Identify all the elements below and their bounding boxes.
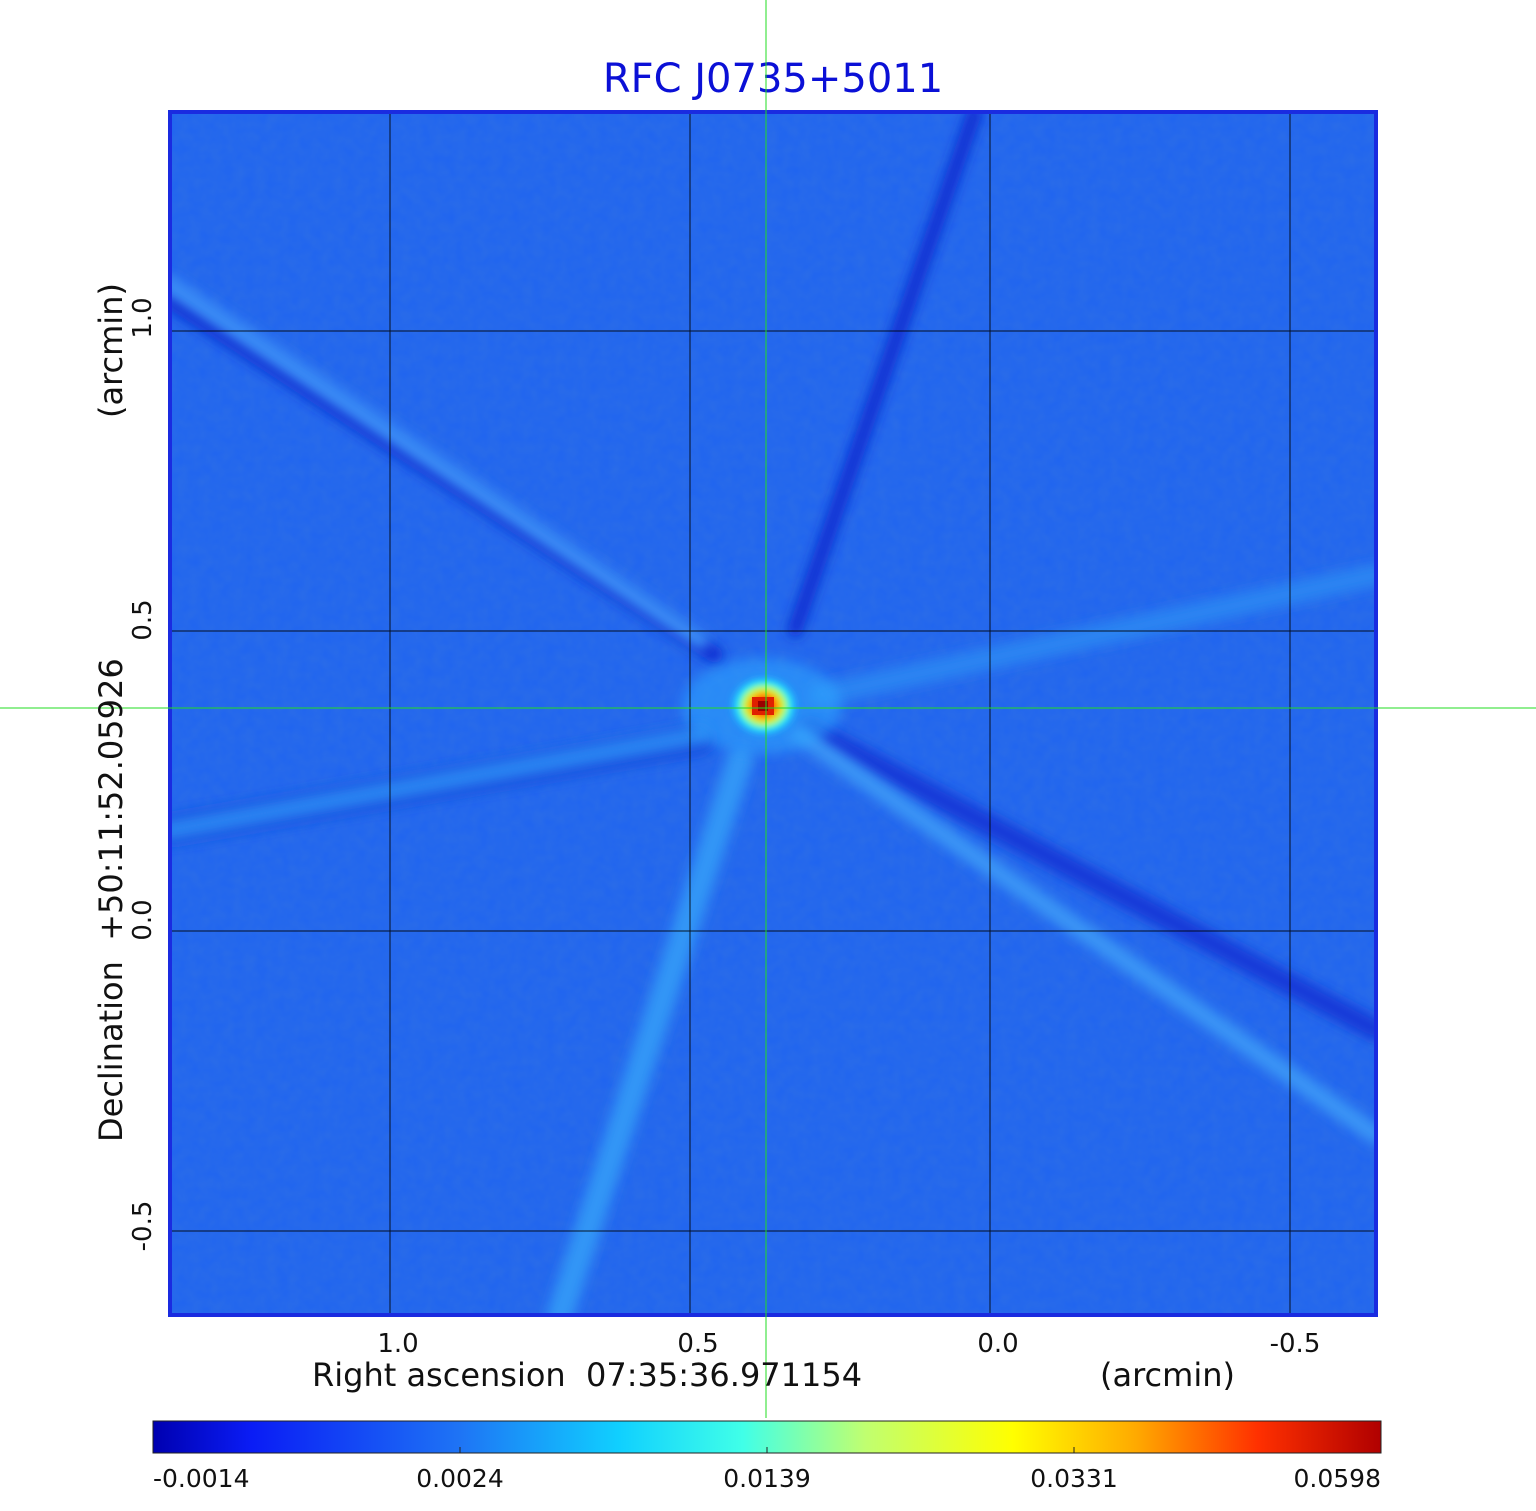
coordinate-grid: [170, 112, 1376, 1315]
x-axis-unit: (arcmin): [1100, 1356, 1235, 1394]
y-tick-label: 1.0: [128, 297, 158, 338]
x-tick-label: -0.5: [1270, 1329, 1321, 1359]
bright-sidelobes: [170, 276, 1376, 1315]
y-tick-label: 0.0: [128, 899, 158, 940]
radio-image: [170, 112, 1376, 1315]
y-tick-label: -0.5: [128, 1201, 158, 1252]
y-axis-ticks: 1.0 0.5 0.0 -0.5: [128, 297, 158, 1251]
x-tick-label: 0.5: [677, 1329, 718, 1359]
map-frame: [168, 110, 1378, 1317]
colorbar-tick-label: 0.0331: [1030, 1464, 1117, 1493]
colorbar-tick-labels: -0.0014 0.0024 0.0139 0.0331 0.0598: [153, 1464, 1381, 1493]
x-axis-label: Right ascension 07:35:36.971154: [312, 1356, 862, 1394]
central-source: [682, 658, 842, 754]
colorbar-tick-label: 0.0139: [723, 1464, 810, 1493]
y-tick-label: 0.5: [128, 599, 158, 640]
x-tick-label: 0.0: [977, 1329, 1018, 1359]
figure-title: RFC J0735+5011: [603, 56, 943, 102]
x-tick-label: 1.0: [377, 1329, 418, 1359]
colorbar-tick-label: 0.0024: [416, 1464, 503, 1493]
colorbar-tick-label: -0.0014: [153, 1464, 250, 1493]
y-axis-unit: (arcmin): [92, 283, 130, 418]
colorbar-tick-label: 0.0598: [1294, 1464, 1381, 1493]
colorbar-ticks: [459, 1447, 1075, 1453]
crosshair: [0, 0, 1536, 1418]
x-axis-ticks: 1.0 0.5 0.0 -0.5: [377, 1329, 1320, 1359]
y-axis-label: Declination +50:11:52.05926: [92, 658, 130, 1142]
